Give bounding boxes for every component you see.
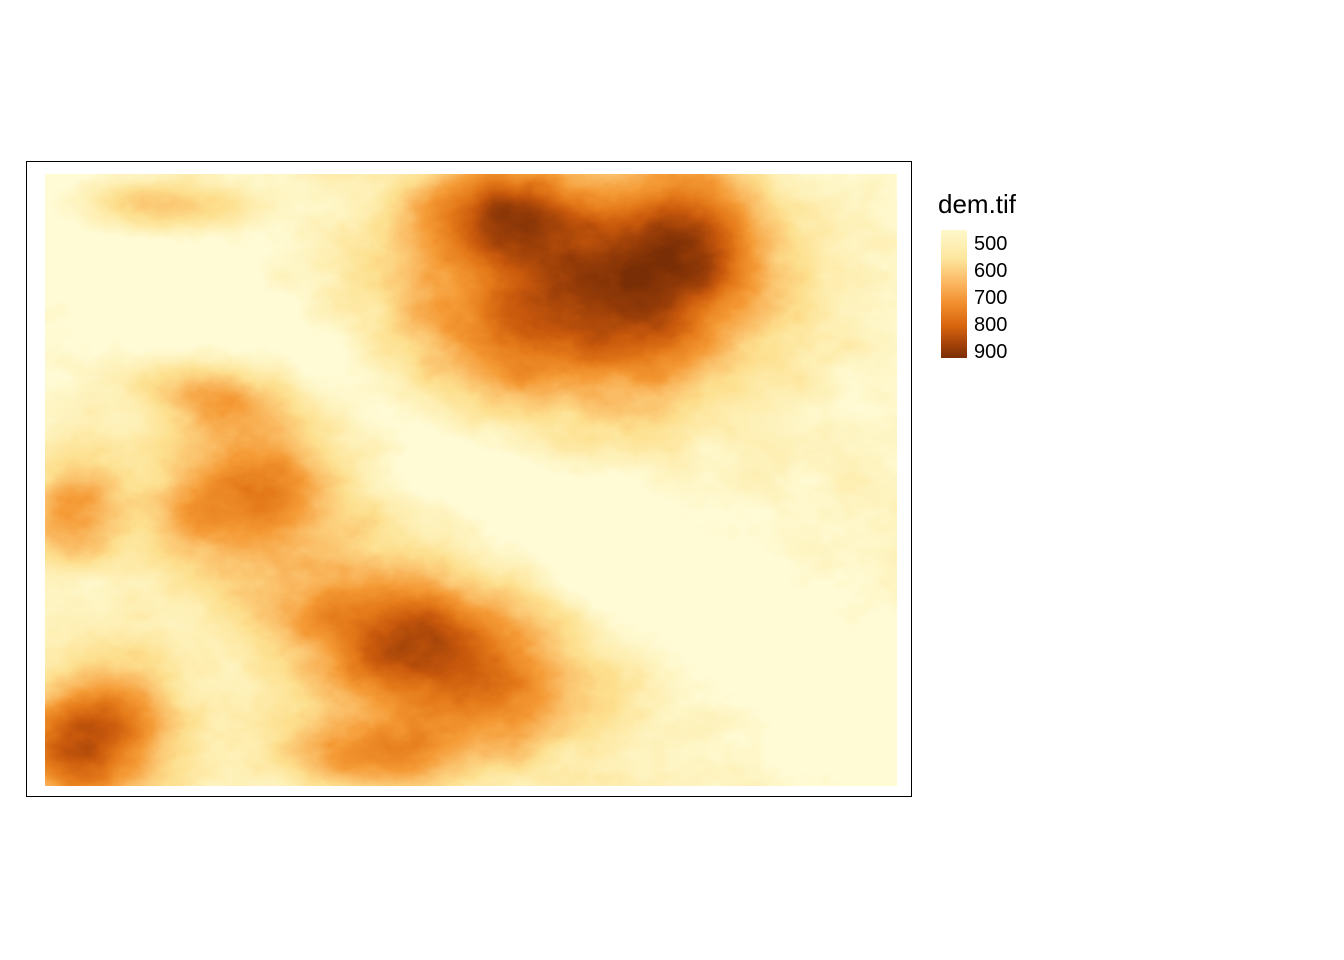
legend-label-700: 700 [974,287,1008,309]
legend-body: 500 600 700 800 900 [938,230,1016,363]
map-frame [26,161,912,797]
legend-label-900: 900 [974,341,1008,363]
legend: dem.tif 500 600 700 800 900 [938,188,1017,363]
legend-label-600: 600 [974,260,1008,282]
legend-label-500: 500 [974,233,1008,255]
legend-label-800: 800 [974,314,1008,336]
elevation-raster[interactable] [45,174,897,786]
legend-title: dem.tif [938,189,1017,219]
legend-color-bar [941,230,967,358]
